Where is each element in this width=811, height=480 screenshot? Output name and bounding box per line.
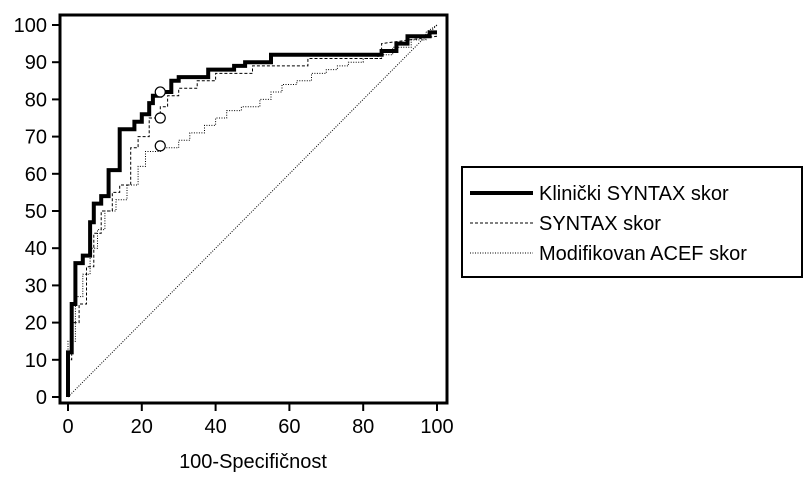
y-tick-label: 10 — [25, 350, 47, 372]
marker-layer — [154, 86, 166, 152]
legend-label-0: Klinički SYNTAX skor — [539, 183, 729, 205]
y-axis: 0 10 20 30 40 50 60 70 80 90 100 — [14, 15, 60, 409]
legend-label-1: SYNTAX skor — [539, 213, 661, 235]
x-tick-label: 80 — [352, 416, 374, 438]
series-layer — [66, 24, 438, 398]
plot-area-border — [58, 13, 449, 405]
y-tick-label: 60 — [25, 164, 47, 186]
series-line-0 — [66, 30, 437, 397]
y-tick-label: 80 — [25, 89, 47, 111]
x-tick-label: 20 — [131, 416, 153, 438]
x-axis: 0 20 40 60 80 100 — [62, 403, 454, 438]
x-tick-label: 60 — [278, 416, 300, 438]
criterion-marker-2 — [154, 140, 166, 152]
criterion-marker-1 — [154, 112, 166, 124]
x-tick-label: 100 — [420, 416, 453, 438]
y-tick-label: 50 — [25, 201, 47, 223]
y-tick-label: 90 — [25, 52, 47, 74]
x-tick-label: 40 — [204, 416, 226, 438]
legend: Klinički SYNTAX skor SYNTAX skor Modifik… — [461, 166, 803, 278]
criterion-marker-0 — [154, 86, 166, 98]
legend-label-2: Modifikovan ACEF skor — [539, 243, 747, 265]
y-tick-label: 70 — [25, 127, 47, 149]
x-tick-label: 0 — [62, 416, 73, 438]
series-line-reference — [67, 24, 438, 398]
legend-box — [461, 166, 803, 278]
y-tick-label: 100 — [14, 15, 47, 37]
y-tick-label: 20 — [25, 313, 47, 335]
y-tick-label: 30 — [25, 275, 47, 297]
x-axis-title: 100-Specifičnost — [179, 451, 327, 473]
plot-frame — [58, 13, 449, 405]
series-line-2 — [67, 24, 438, 397]
y-tick-label: 40 — [25, 238, 47, 260]
series-line-1 — [67, 35, 438, 397]
y-tick-label: 0 — [36, 387, 47, 409]
